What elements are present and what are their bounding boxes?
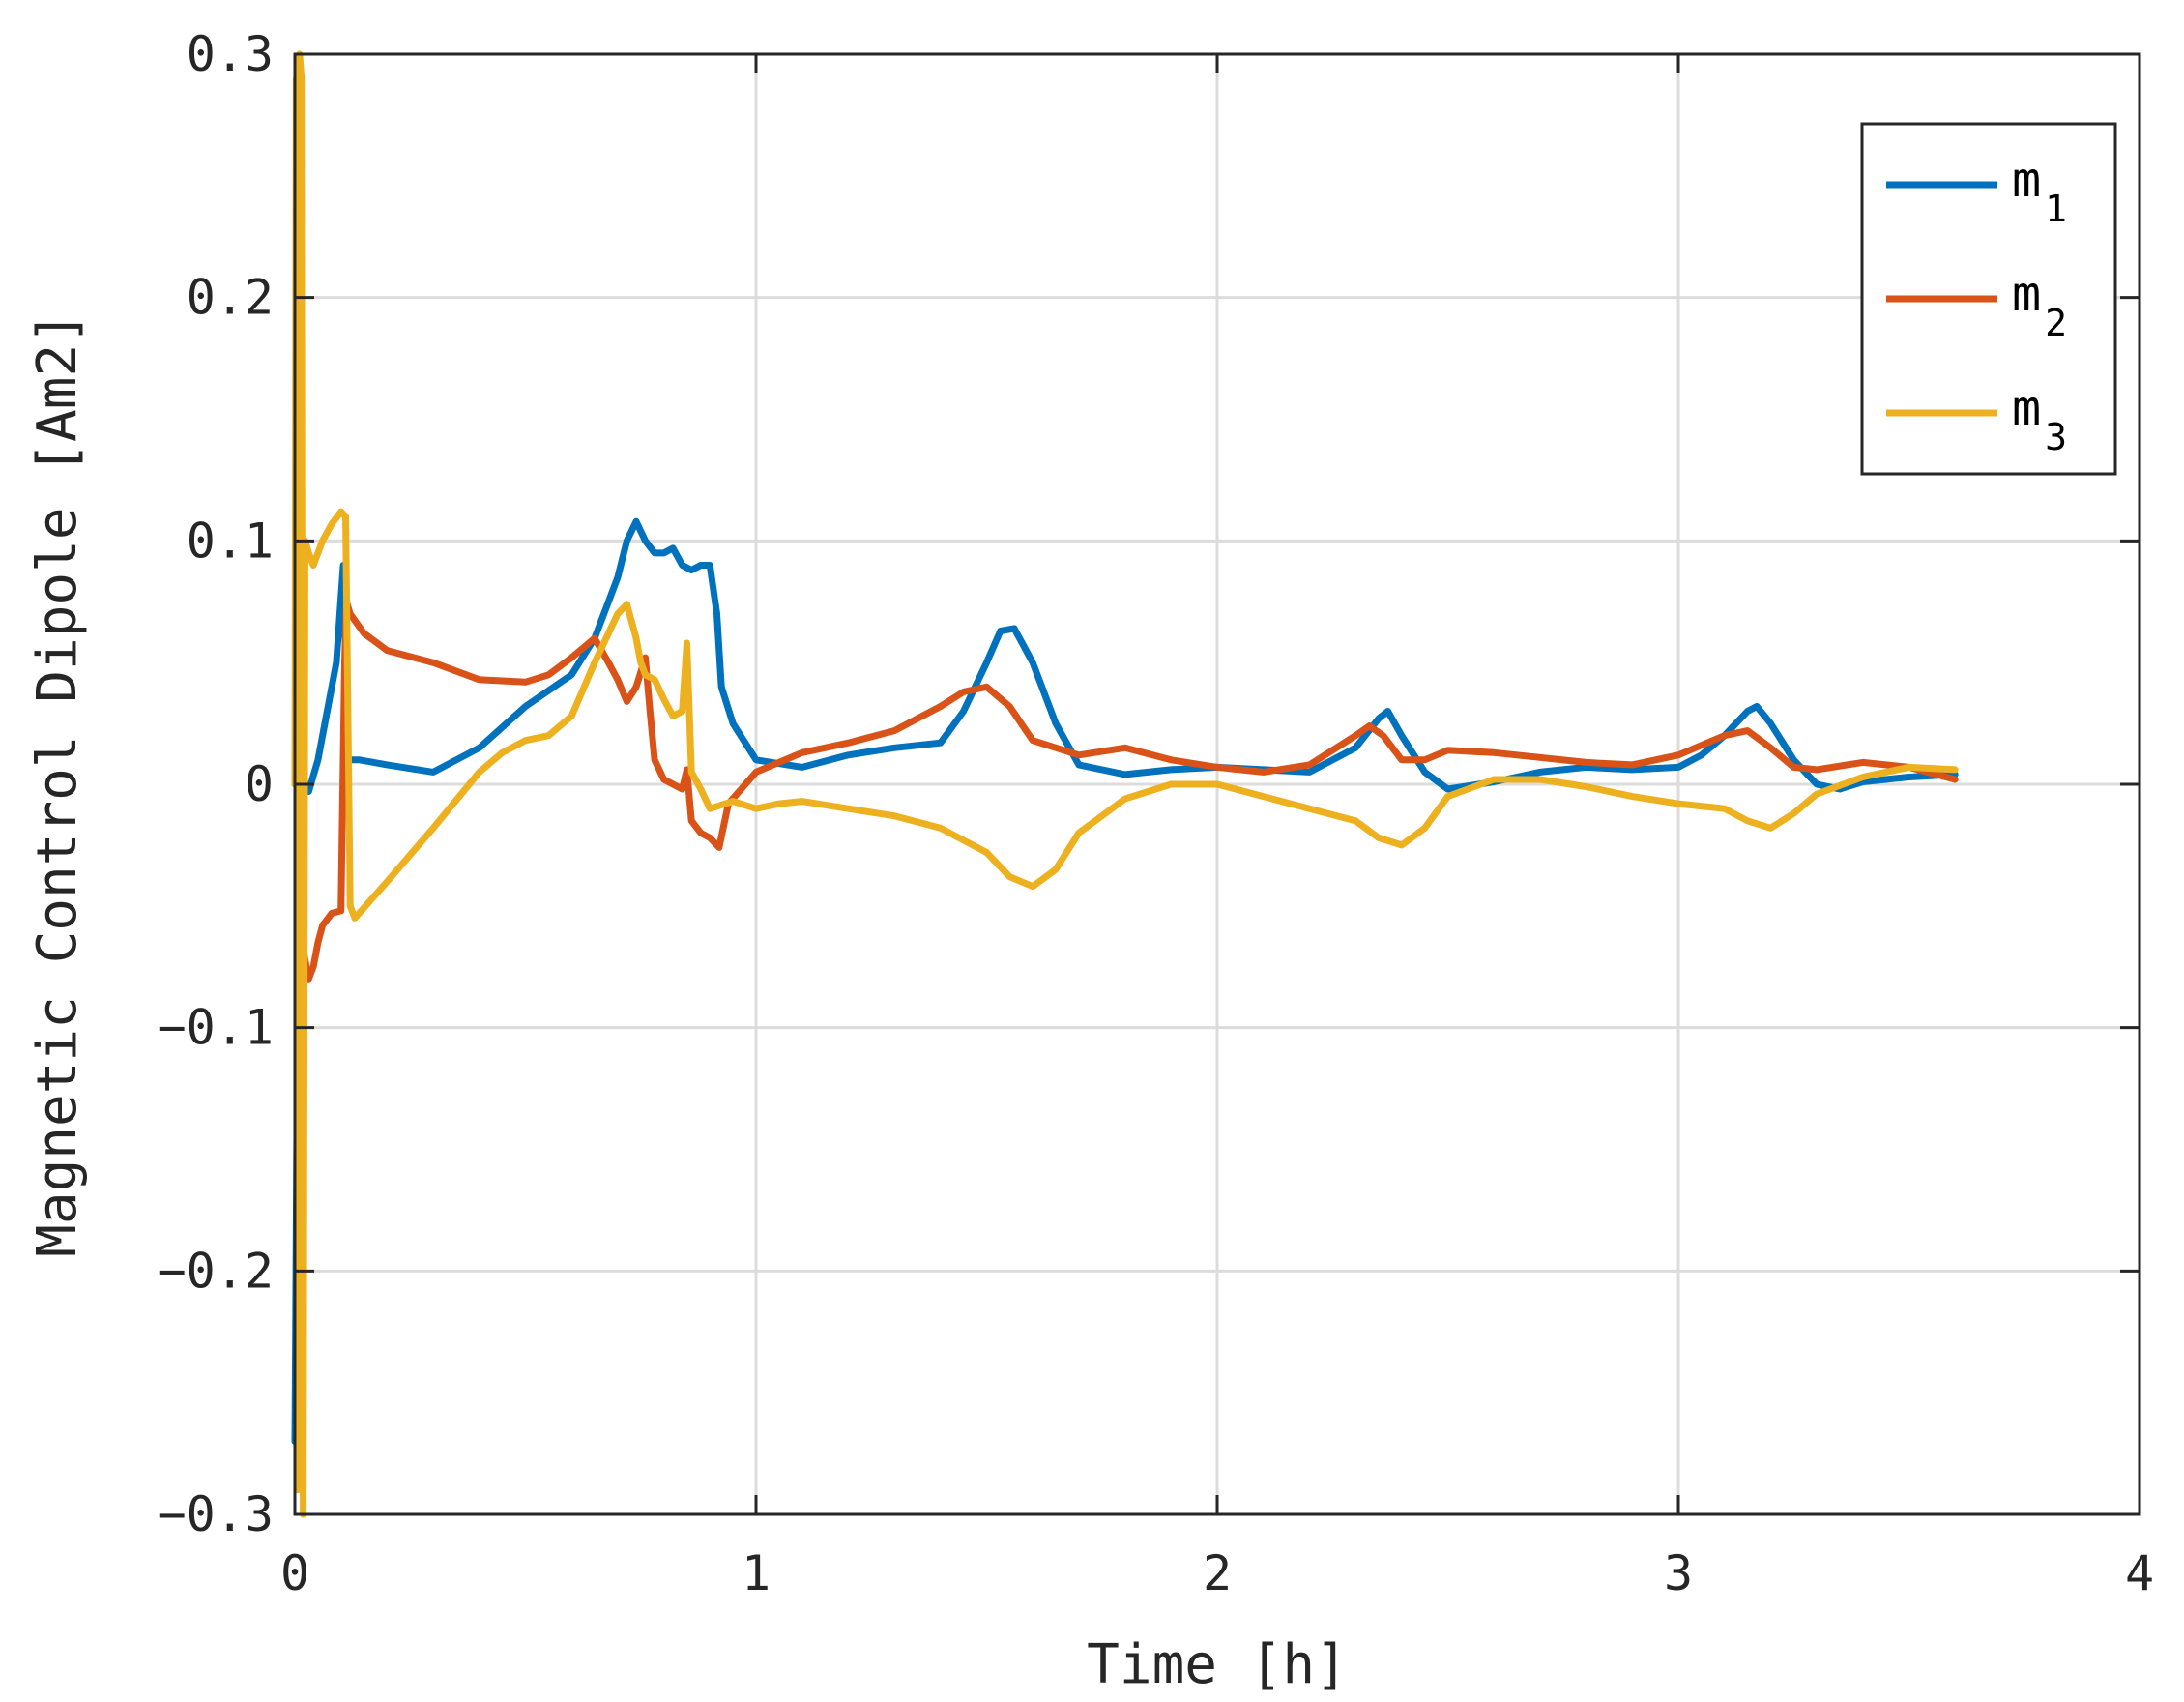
y-tick-label: −0.3 <box>158 1486 274 1542</box>
tick-marks <box>293 52 2141 1516</box>
x-tick-label: 1 <box>742 1545 771 1601</box>
x-tick-label: 4 <box>2125 1545 2154 1601</box>
legend-label-m1: m1 <box>2012 152 2067 230</box>
legend-label-base: m <box>2012 152 2041 208</box>
legend-label-base: m <box>2012 266 2041 322</box>
x-tick-label: 0 <box>280 1545 309 1601</box>
x-axis-label: Time [h] <box>1087 1633 1348 1696</box>
x-tick-label: 3 <box>1664 1545 1693 1601</box>
legend-label-m3: m3 <box>2012 380 2067 458</box>
y-tick-label: −0.1 <box>158 1000 274 1056</box>
y-tick-label: −0.2 <box>158 1243 274 1299</box>
y-tick-label: 0.2 <box>187 270 274 326</box>
y-tick-label: 0.1 <box>187 513 274 569</box>
y-axis-tick-labels: −0.3 −0.2 −0.1 0 0.1 0.2 0.3 <box>158 26 274 1542</box>
y-axis-label: Magnetic Control Dipole [Am2] <box>26 311 89 1257</box>
x-axis-tick-labels: 0 1 2 3 4 <box>280 1545 2154 1601</box>
y-tick-label: 0.3 <box>187 26 274 82</box>
series-line-m3 <box>291 50 1959 1518</box>
series-lines <box>291 50 1959 1518</box>
legend-label-subscript: 1 <box>2045 188 2067 230</box>
legend-label-m2: m2 <box>2012 266 2067 344</box>
x-tick-label: 2 <box>1203 1545 1232 1601</box>
legend-label-subscript: 3 <box>2045 416 2067 458</box>
y-tick-label: 0 <box>245 756 274 812</box>
legend-label-subscript: 2 <box>2045 302 2067 344</box>
legend-label-base: m <box>2012 380 2041 436</box>
